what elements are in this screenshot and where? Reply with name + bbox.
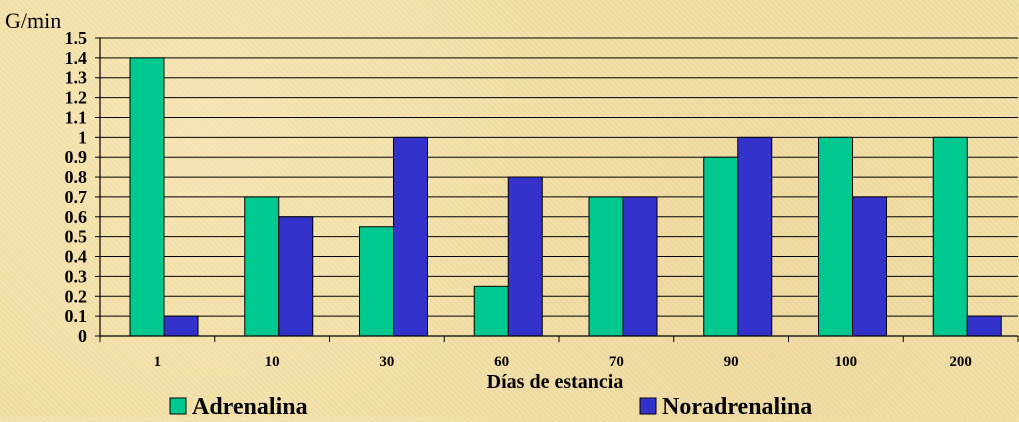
bar-adrenalina-100	[818, 136, 853, 337]
y-tick-label: 0.8	[65, 167, 88, 187]
bar-noradrenalina-90	[737, 136, 773, 337]
y-tick-label: 0.7	[65, 187, 88, 207]
y-tick-label: 1.5	[65, 28, 88, 48]
bar-noradrenalina-200	[966, 315, 1002, 337]
legend-label-noradrenalina: Noradrenalina	[662, 394, 812, 417]
y-tick-label: 0	[78, 326, 87, 346]
bar-adrenalina-1	[129, 57, 165, 337]
x-tick-label: 10	[265, 354, 280, 370]
legend-swatch-adrenalina	[169, 397, 187, 415]
tick-labels: 00.10.20.30.40.50.60.70.80.911.11.21.31.…	[65, 28, 972, 370]
bar-noradrenalina-30	[393, 136, 428, 337]
x-tick-label: 1	[154, 354, 162, 370]
legend-swatch-noradrenalina	[639, 397, 657, 415]
bar-adrenalina-60	[473, 285, 509, 337]
bar-noradrenalina-60	[507, 176, 543, 337]
y-axis-unit-label: G/min	[5, 8, 61, 33]
y-tick-label: 0.5	[65, 227, 88, 247]
y-tick-label: 1.3	[65, 68, 88, 88]
y-tick-label: 1	[78, 127, 87, 147]
bar-adrenalina-10	[244, 196, 280, 337]
x-tick-label: 200	[949, 354, 972, 370]
y-tick-label: 0.2	[65, 286, 88, 306]
bar-noradrenalina-10	[278, 216, 314, 337]
axes	[95, 37, 1019, 342]
y-tick-label: 0.9	[65, 147, 88, 167]
bar-adrenalina-70	[588, 196, 624, 337]
y-tick-label: 1.2	[65, 88, 88, 108]
y-tick-label: 0.6	[65, 207, 88, 227]
bar-noradrenalina-100	[852, 196, 887, 337]
y-tick-label: 0.3	[65, 266, 88, 286]
bar-adrenalina-30	[359, 226, 394, 337]
legend: Adrenalina Noradrenalina	[169, 394, 812, 420]
legend-label-adrenalina: Adrenalina	[192, 394, 308, 417]
x-tick-label: 100	[835, 354, 858, 370]
y-tick-label: 0.1	[65, 306, 88, 326]
bar-noradrenalina-1	[163, 315, 199, 337]
y-tick-label: 1.1	[65, 107, 88, 127]
x-tick-label: 70	[609, 354, 624, 370]
y-tick-label: 1.4	[65, 48, 88, 68]
bars	[129, 57, 1002, 337]
x-tick-label: 90	[724, 354, 739, 370]
x-axis-title: Días de estancia	[487, 371, 624, 393]
x-tick-label: 30	[379, 354, 394, 370]
bar-noradrenalina-70	[622, 196, 658, 337]
x-tick-label: 60	[494, 354, 509, 370]
bar-adrenalina-90	[703, 156, 739, 337]
bar-adrenalina-200	[932, 136, 968, 337]
y-tick-label: 0.4	[65, 247, 88, 267]
